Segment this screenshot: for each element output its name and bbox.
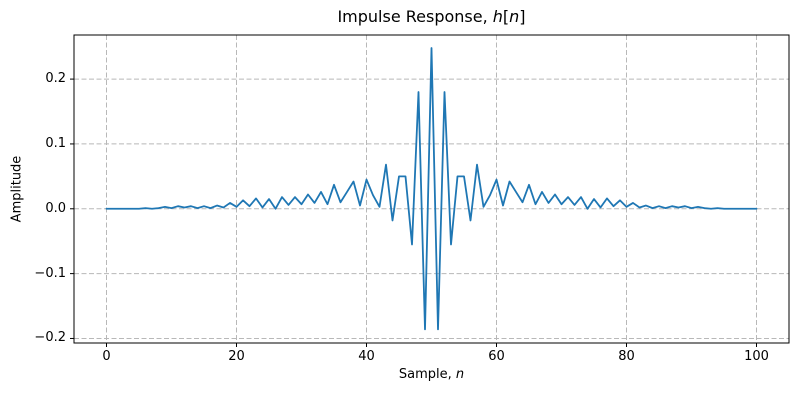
chart-title-bracket-open: [ — [502, 7, 510, 26]
chart-title-text: Impulse Response, — [337, 7, 493, 26]
y-tick-label: 0.0 — [45, 200, 66, 216]
x-tick-label: 0 — [102, 349, 111, 364]
x-tick-label: 100 — [744, 349, 769, 364]
y-tick-label: 0.1 — [45, 135, 66, 151]
y-tick-label: −0.1 — [34, 265, 66, 281]
grid — [74, 35, 789, 343]
chart-title-bracket-close: ] — [519, 7, 526, 26]
impulse-response-line — [105, 47, 758, 331]
x-tick-label: 80 — [618, 349, 635, 364]
x-axis-label: Sample, n — [74, 367, 789, 382]
x-tick-label: 40 — [358, 349, 375, 364]
y-tick-label: 0.2 — [45, 71, 66, 87]
x-axis-label-var-n: n — [455, 367, 465, 382]
x-axis-label-text: Sample, — [398, 367, 456, 382]
chart-title: Impulse Response, h[n] — [74, 7, 789, 26]
x-tick-label: 20 — [228, 349, 245, 364]
chart-title-var-h: h — [492, 7, 503, 26]
data-series — [105, 47, 758, 331]
axes-spines-and-ticks — [70, 34, 790, 347]
axes-spines — [73, 34, 790, 344]
y-tick-label: −0.2 — [34, 330, 66, 346]
chart-title-var-n: n — [509, 7, 520, 26]
x-tick-label: 60 — [488, 349, 505, 364]
